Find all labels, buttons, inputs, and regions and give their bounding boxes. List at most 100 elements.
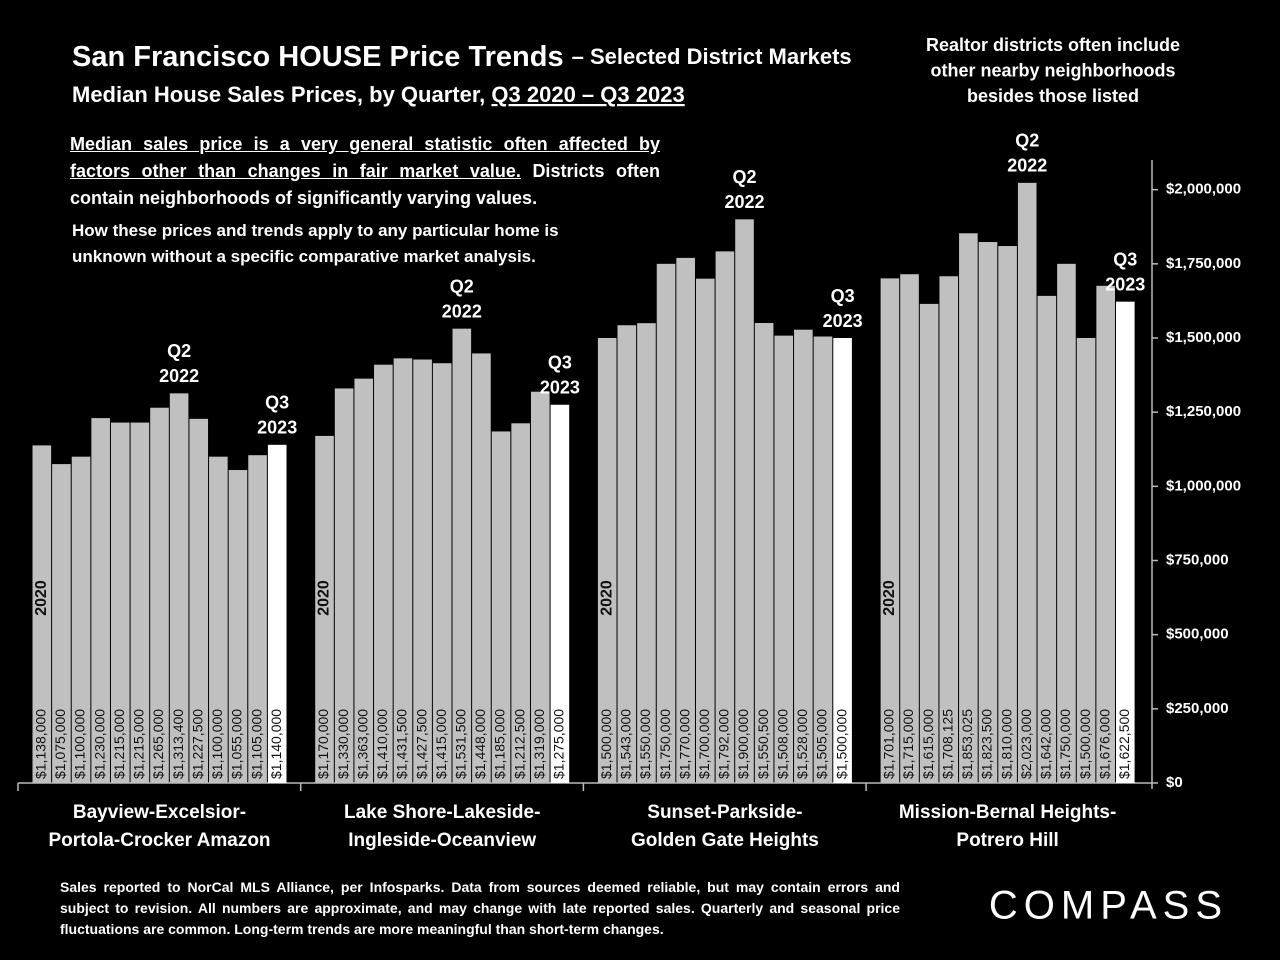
bar-note: 2020: [598, 580, 615, 616]
bar: [550, 404, 570, 783]
value-label: $1,363,000: [354, 709, 370, 779]
value-label: $1,170,000: [315, 709, 331, 779]
value-label: $1,330,000: [335, 709, 351, 779]
bar-note: Q3: [548, 353, 572, 373]
value-label: $1,543,000: [618, 709, 634, 779]
bar: [1076, 338, 1096, 783]
bar: [452, 328, 472, 783]
bar: [617, 325, 637, 783]
y-tick-label: $1,250,000: [1166, 403, 1241, 420]
bar: [52, 464, 71, 783]
y-tick-label: $2,000,000: [1166, 181, 1241, 198]
value-label: $1,055,000: [229, 709, 245, 779]
bar: [91, 418, 110, 783]
bar-note: 2020: [881, 580, 898, 616]
bar: [676, 257, 695, 783]
value-label: $1,900,000: [735, 709, 751, 779]
value-label: $1,230,000: [91, 709, 107, 779]
bar: [919, 303, 939, 783]
bar-note: 2023: [540, 378, 580, 398]
bar: [774, 335, 794, 783]
bar-note: 2022: [1007, 156, 1047, 176]
value-label: $1,550,500: [755, 709, 771, 779]
bar-note: 2022: [442, 301, 482, 321]
value-label: $1,531,500: [453, 709, 469, 779]
value-label: $1,550,000: [637, 709, 653, 779]
bar: [900, 274, 919, 783]
value-label: $1,500,000: [833, 709, 849, 779]
value-label: $1,215,000: [111, 709, 127, 779]
group-label: Bayview-Excelsior-: [73, 802, 246, 823]
bar: [794, 329, 813, 783]
bar: [1057, 263, 1076, 783]
group-label: Lake Shore-Lakeside-: [344, 802, 540, 823]
bar: [1017, 182, 1037, 784]
bar: [637, 323, 656, 783]
value-label: $1,448,000: [472, 709, 488, 779]
value-label: $1,770,000: [676, 709, 692, 779]
y-tick-label: $1,750,000: [1166, 255, 1241, 272]
value-label: $1,140,000: [268, 709, 284, 779]
chart-title: San Francisco HOUSE Price Trends – Selec…: [72, 41, 852, 73]
value-label: $1,676,000: [1096, 709, 1112, 779]
group-label: Portola-Crocker Amazon: [48, 830, 270, 851]
bar: [715, 251, 735, 783]
bar: [1115, 301, 1135, 783]
value-label: $1,410,000: [374, 709, 390, 779]
bar: [959, 233, 978, 783]
caveat-rest: Districts often contain neighborhoods of…: [70, 161, 660, 208]
value-label: $2,023,000: [1018, 709, 1034, 779]
value-label: $1,528,000: [794, 709, 810, 779]
value-label: $1,415,000: [433, 709, 449, 779]
bar: [393, 358, 413, 783]
value-label: $1,505,000: [814, 709, 830, 779]
bar: [130, 422, 150, 783]
y-tick-label: $500,000: [1166, 626, 1229, 643]
bar: [735, 219, 754, 784]
value-label: $1,750,000: [657, 709, 673, 779]
bar: [1037, 295, 1057, 783]
value-label: $1,622,500: [1116, 709, 1132, 779]
caveat-second: How these prices and trends apply to any…: [72, 221, 559, 266]
value-label: $1,100,000: [72, 709, 88, 779]
bar-note: Q2: [450, 276, 474, 296]
bar: [413, 359, 432, 783]
side-note: other nearby neighborhoods: [930, 60, 1175, 80]
value-label: $1,750,000: [1057, 709, 1073, 779]
bar: [169, 393, 189, 783]
bar-note: Q2: [1015, 131, 1039, 151]
bar-note: Q3: [265, 393, 289, 413]
y-tick-label: $250,000: [1166, 700, 1229, 717]
value-label: $1,075,000: [52, 709, 68, 779]
value-label: $1,185,000: [492, 709, 508, 779]
bar: [978, 242, 998, 784]
bar: [248, 455, 267, 783]
bar: [939, 276, 959, 783]
bar: [597, 338, 617, 783]
bar: [432, 363, 452, 783]
bar: [656, 263, 676, 783]
bar-note: Q2: [167, 341, 191, 361]
caveat-underlined: Median sales price is a very general sta…: [70, 134, 660, 181]
bar: [267, 444, 287, 783]
bar: [530, 391, 550, 783]
value-label: $1,500,000: [598, 709, 614, 779]
bar: [189, 418, 209, 783]
value-label: $1,701,000: [881, 709, 897, 779]
side-note: besides those listed: [967, 86, 1139, 106]
group-label: Ingleside-Oceanview: [348, 830, 536, 851]
bar-note: 2022: [159, 366, 199, 386]
caveat: Median sales price is a very general sta…: [70, 131, 660, 212]
bar-note: 2020: [33, 580, 50, 616]
bar: [813, 336, 833, 783]
value-label: $1,100,000: [209, 709, 225, 779]
value-label: $1,105,000: [248, 709, 264, 779]
value-label: $1,319,000: [531, 709, 547, 779]
bar: [71, 456, 91, 783]
bar: [880, 278, 900, 783]
value-label: $1,313,400: [170, 709, 186, 779]
bar: [472, 353, 491, 783]
bar: [228, 470, 248, 783]
